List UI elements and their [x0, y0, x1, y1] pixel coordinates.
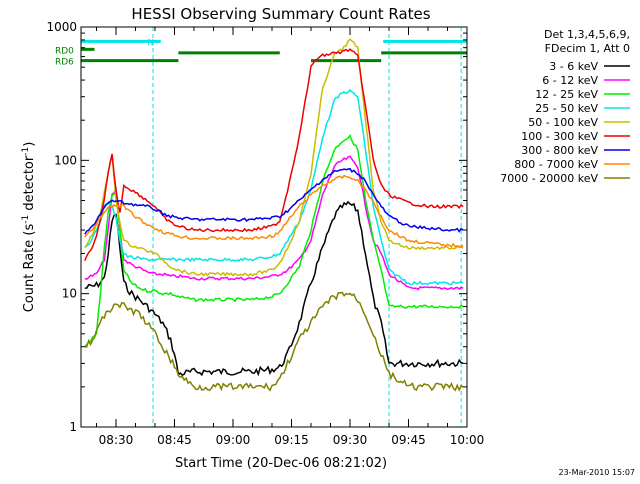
x-tick-label: 10:00 [450, 433, 485, 447]
chart-title: HESSI Observing Summary Count Rates [131, 5, 430, 23]
legend-header-1: Det 1,3,4,5,6,9, [544, 28, 630, 41]
footer-timestamp: 23-Mar-2010 15:07 [559, 468, 636, 477]
legend-label: 12 - 25 keV [535, 88, 598, 101]
x-axis-label: Start Time (20-Dec-06 08:21:02) [175, 456, 387, 471]
legend-header-2: FDecim 1, Att 0 [545, 42, 630, 55]
series-line-7 [84, 174, 464, 248]
y-axis-label-main: Count Rate (s [22, 224, 37, 313]
legend-label: 800 - 7000 keV [514, 158, 598, 171]
series-line-4 [84, 38, 464, 277]
x-tick-label: 09:15 [274, 433, 309, 447]
x-tick-label: 09:00 [216, 433, 251, 447]
legend-label: 6 - 12 keV [542, 74, 598, 87]
flag-label-rd0: RD0 [55, 46, 74, 56]
series-line-3 [84, 88, 464, 286]
x-tick-label: 09:45 [391, 433, 426, 447]
y-axis-label-end: ) [22, 142, 37, 147]
y-axis: 1 10 100 1000 [46, 20, 467, 434]
series-line-6 [84, 167, 464, 235]
flag-label-rd6: RD6 [55, 58, 74, 68]
series-line-5 [84, 48, 464, 261]
legend-label: 25 - 50 keV [535, 102, 598, 115]
x-tick-label: 09:30 [333, 433, 368, 447]
series-line-8 [84, 291, 464, 392]
plot-frame [80, 26, 468, 428]
series-line-2 [84, 133, 464, 348]
x-tick-label: 08:45 [157, 433, 192, 447]
x-tick-label: 08:30 [99, 433, 134, 447]
legend: Det 1,3,4,5,6,9, FDecim 1, Att 0 3 - 6 k… [500, 28, 630, 185]
series-lines [84, 38, 464, 392]
y-axis-label-sup2: -1 [21, 147, 31, 156]
y-tick-label: 10 [62, 287, 77, 301]
x-axis: 08:30 08:45 09:00 09:15 09:30 09:45 10:00 [95, 27, 485, 447]
flag-label-n: N [147, 38, 154, 48]
y-axis-label-mid: detector [22, 155, 37, 215]
legend-label: 300 - 800 keV [521, 144, 598, 157]
y-axis-label: Count Rate (s-1 detector-1) [21, 142, 37, 313]
y-tick-label: 100 [54, 153, 77, 167]
legend-label: 50 - 100 keV [528, 116, 598, 129]
legend-label: 100 - 300 keV [521, 130, 598, 143]
y-axis-label-sup1: -1 [21, 215, 31, 224]
y-tick-label: 1000 [46, 20, 77, 34]
series-line-1 [84, 155, 464, 291]
flag-bars: N RD0 RD6 [55, 38, 467, 68]
legend-label: 7000 - 20000 keV [500, 172, 598, 185]
legend-label: 3 - 6 keV [549, 60, 598, 73]
series-line-0 [84, 200, 464, 377]
y-tick-label: 1 [69, 420, 77, 434]
